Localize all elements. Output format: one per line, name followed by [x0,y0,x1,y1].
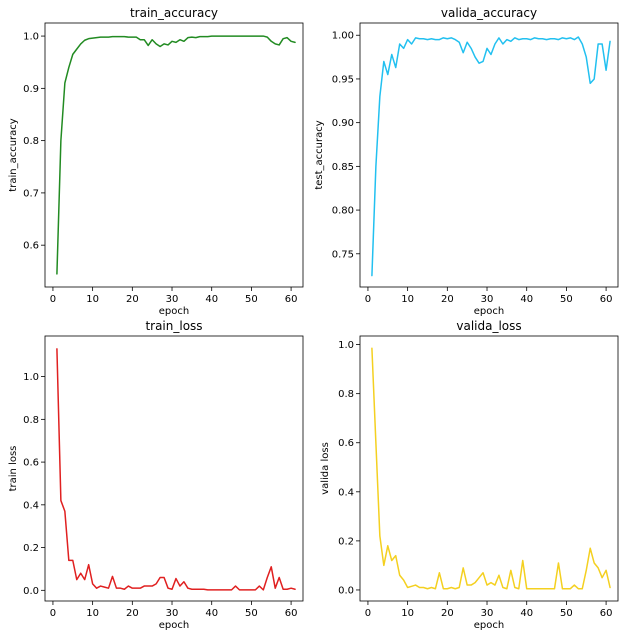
train_loss-axes-frame [44,335,304,602]
train_loss-ytick-label: 1.0 [23,372,39,383]
valida_accuracy-panel: 0 10 20 30 40 50 60 0.75 0.80 0.85 0.90 0.95 1.00 val… [314,6,619,317]
train_loss-xtick-label: 10 [86,608,99,619]
valida_accuracy-y-axis-label: test_accuracy [314,120,325,189]
valida_loss-xtick-label: 40 [520,608,533,619]
valida_accuracy-ytick-label: 0.90 [332,118,354,129]
valida_loss-series-line [371,347,611,590]
valida_loss-ytick-label: 1.0 [338,340,354,351]
train_loss-ytick-label: 0.8 [23,415,39,426]
train_accuracy-panel: 0 10 20 30 40 50 60 0.6 0.7 0.8 0.9 1.0 train_accura… [8,6,304,317]
valida_accuracy-xtick-label: 20 [441,294,454,305]
train_loss-xtick-label: 0 [50,608,56,619]
train_loss-y-axis-label: train loss [8,446,19,492]
train_accuracy-ytick-label: 0.8 [23,136,39,147]
train_accuracy-title: train_accuracy [130,6,218,20]
train_loss-series-line [56,348,296,591]
valida_accuracy-ytick-label: 1.00 [332,31,354,42]
train_accuracy-xtick-label: 60 [285,294,298,305]
train_loss-ytick-label: 0.0 [23,586,39,597]
train_accuracy-xtick-label: 10 [86,294,99,305]
valida_loss-ytick-label: 0.2 [338,536,354,547]
train_loss-x-axis-label: epoch [159,620,189,631]
valida_accuracy-xtick-label: 50 [560,294,573,305]
valida_loss-ytick-label: 0.8 [338,389,354,400]
valida_loss-xtick-label: 30 [481,608,494,619]
train_accuracy-ytick-label: 0.9 [23,84,39,95]
valida_accuracy-ytick-label: 0.85 [332,162,354,173]
train_accuracy-xtick-label: 40 [205,294,218,305]
valida_loss-xtick-label: 50 [560,608,573,619]
valida_accuracy-ytick-label: 0.95 [332,74,354,85]
train_accuracy-axes-frame [44,22,304,288]
train_accuracy-y-axis-label: train_accuracy [8,118,19,191]
valida_accuracy-xtick-label: 40 [520,294,533,305]
train_loss-ytick-label: 0.2 [23,543,39,554]
valida_loss-ytick-label: 0.4 [338,487,354,498]
train_accuracy-xtick-label: 0 [50,294,56,305]
train_loss-panel: 0 10 20 30 40 50 60 0.0 0.2 0.4 0.6 0.8 1.0 train_los… [8,319,304,631]
train_loss-xtick-label: 30 [166,608,179,619]
train_accuracy-xtick-label: 20 [126,294,139,305]
valida_accuracy-ytick-label: 0.80 [332,206,354,217]
valida_loss-xtick-label: 10 [401,608,414,619]
valida_accuracy-series-line [371,36,611,277]
valida_loss-y-axis-label: valida loss [320,442,331,495]
train_loss-xtick-label: 40 [205,608,218,619]
train_accuracy-ytick-label: 0.6 [23,241,39,252]
train_accuracy-series-line [56,35,296,275]
train_loss-ytick-label: 0.4 [23,500,39,511]
train_loss-title: train_loss [145,319,202,333]
valida_accuracy-xtick-label: 30 [481,294,494,305]
valida_accuracy-axes-frame [359,22,619,288]
valida_accuracy-x-axis-label: epoch [474,306,504,317]
valida_accuracy-xtick-label: 60 [600,294,613,305]
train_accuracy-ytick-label: 1.0 [23,32,39,43]
valida_loss-ytick-label: 0.6 [338,438,354,449]
valida_loss-ytick-label: 0.0 [338,585,354,596]
train_accuracy-x-axis-label: epoch [159,306,189,317]
valida_loss-title: valida_loss [456,319,521,333]
valida_loss-axes-frame [359,335,619,602]
valida_loss-xtick-label: 0 [365,608,371,619]
train_accuracy-ytick-label: 0.7 [23,188,39,199]
valida_accuracy-xtick-label: 0 [365,294,371,305]
train_loss-xtick-label: 20 [126,608,139,619]
valida_loss-panel: 0 10 20 30 40 50 60 0.0 0.2 0.4 0.6 0.8 1.0 valida_lo… [320,319,619,631]
train_accuracy-xtick-label: 50 [245,294,258,305]
train_loss-xtick-label: 60 [285,608,298,619]
train_loss-ytick-label: 0.6 [23,458,39,469]
train_accuracy-xtick-label: 30 [166,294,179,305]
valida_accuracy-title: valida_accuracy [441,6,537,20]
valida_loss-xtick-label: 20 [441,608,454,619]
train_loss-xtick-label: 50 [245,608,258,619]
valida_loss-x-axis-label: epoch [474,620,504,631]
valida_accuracy-ytick-label: 0.75 [332,249,354,260]
valida_accuracy-xtick-label: 10 [401,294,414,305]
valida_loss-xtick-label: 60 [600,608,613,619]
